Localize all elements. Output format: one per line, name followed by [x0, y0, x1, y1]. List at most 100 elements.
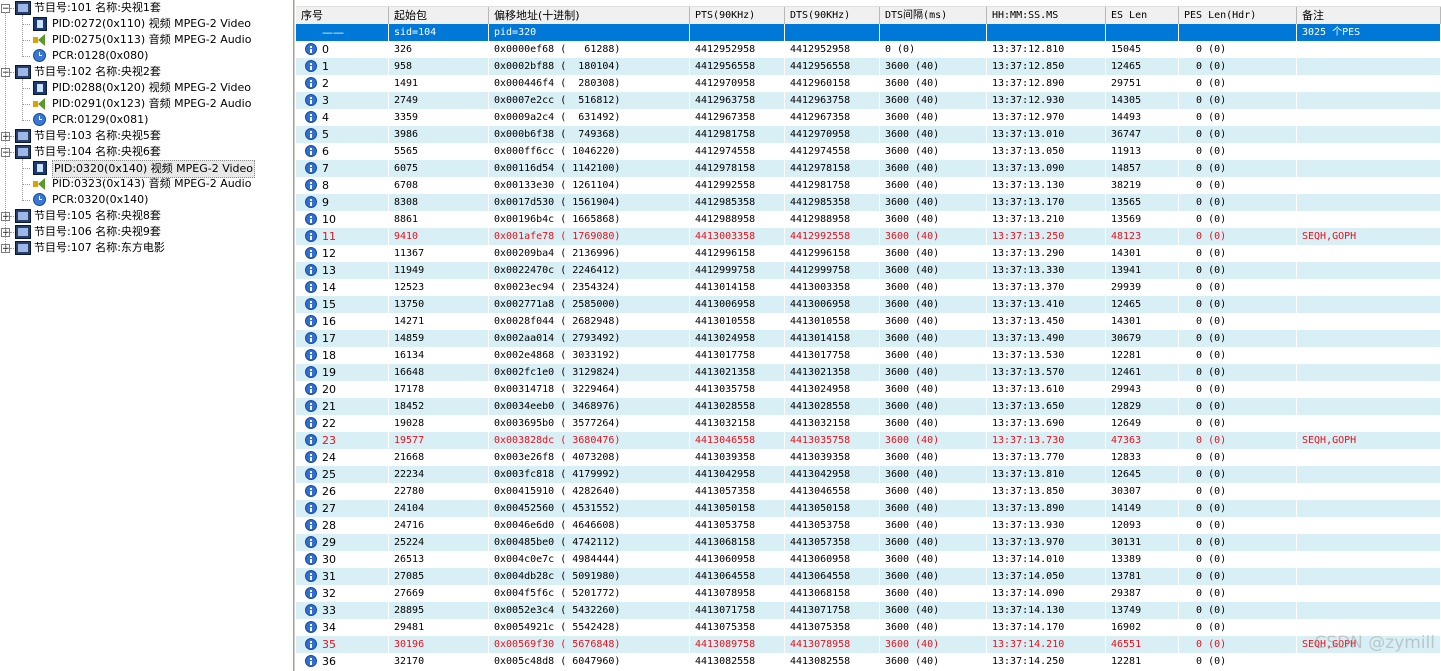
table-row[interactable]: 21 18452 0x0034eeb0 ( 3468976) 4413028558 44…: [296, 398, 1441, 415]
column-header-3[interactable]: PTS(90KHz): [690, 7, 785, 24]
table-row[interactable]: 32 27669 0x004f5f6c ( 5201772) 4413078958 44…: [296, 585, 1441, 602]
info-icon: [305, 196, 317, 208]
table-row[interactable]: 36 32170 0x005c48d8 ( 6047960) 4413082558 44…: [296, 653, 1441, 670]
cell-4: 4413078958: [785, 636, 880, 653]
table-row[interactable]: 15 13750 0x002771a8 ( 2585000) 4413006958 44…: [296, 296, 1441, 313]
cell-3: 4412988958: [690, 211, 785, 228]
table-row[interactable]: 30 26513 0x004c0e7c ( 4984444) 4413060958 44…: [296, 551, 1441, 568]
table-row[interactable]: 26 22780 0x00415910 ( 4282640) 4413057358 44…: [296, 483, 1441, 500]
table-row[interactable]: 31 27085 0x004db28c ( 5091980) 4413064558 44…: [296, 568, 1441, 585]
cell-6: 13:37:13.490: [987, 330, 1106, 347]
watermark: CSDN @zymill: [1314, 633, 1435, 653]
cell-7: 14493: [1106, 109, 1179, 126]
column-header-7[interactable]: ES Len: [1106, 7, 1179, 24]
table-row[interactable]: 16 14271 0x0028f044 ( 2682948) 4413010558 44…: [296, 313, 1441, 330]
cell-6: 13:37:13.690: [987, 415, 1106, 432]
cell-1: 27085: [389, 568, 489, 585]
cell-6: 13:37:13.770: [987, 449, 1106, 466]
table-row[interactable]: 6 5565 0x000ff6cc ( 1046220) 4412974558 4412…: [296, 143, 1441, 160]
column-header-9[interactable]: 备注: [1297, 7, 1441, 24]
pane-splitter[interactable]: [293, 0, 295, 671]
table-row[interactable]: 18 16134 0x002e4868 ( 3033192) 4413017758 44…: [296, 347, 1441, 364]
cell-0: 26: [296, 483, 389, 500]
table-row[interactable]: 2 1491 0x000446f4 ( 280308) 4412970958 44129…: [296, 75, 1441, 92]
audio-stream-icon: [33, 33, 47, 47]
cell-3: 4412978158: [690, 160, 785, 177]
cell-8: 0 (0): [1179, 279, 1297, 296]
cell-8: 0 (0): [1179, 551, 1297, 568]
table-row[interactable]: 4 3359 0x0009a2c4 ( 631492) 4412967358 44129…: [296, 109, 1441, 126]
cell-6: 13:37:13.050: [987, 143, 1106, 160]
cell-8: 0 (0): [1179, 483, 1297, 500]
column-header-1[interactable]: 起始包: [389, 7, 489, 24]
info-icon: [305, 655, 317, 667]
cell-2: 0x00196b4c ( 1665868): [489, 211, 690, 228]
table-row[interactable]: 27 24104 0x00452560 ( 4531552) 4413050158 44…: [296, 500, 1441, 517]
table-row[interactable]: 0 326 0x0000ef68 ( 61288) 4412952958 4412952…: [296, 41, 1441, 58]
column-header-5[interactable]: DTS间隔(ms): [880, 7, 987, 24]
table-row[interactable]: 14 12523 0x0023ec94 ( 2354324) 4413014158 44…: [296, 279, 1441, 296]
cell-4: 4412999758: [785, 262, 880, 279]
cell-7: 48123: [1106, 228, 1179, 245]
cell-3: 4413068158: [690, 534, 785, 551]
cell-8: 0 (0): [1179, 177, 1297, 194]
cell-5: 3600 (40): [880, 228, 987, 245]
cell-8: 0 (0): [1179, 143, 1297, 160]
cell-2: 0x0028f044 ( 2682948): [489, 313, 690, 330]
table-row[interactable]: 20 17178 0x00314718 ( 3229464) 4413035758 44…: [296, 381, 1441, 398]
tree-node-label: 节目号:105 名称:央视8套: [34, 209, 161, 222]
table-row[interactable]: 8 6708 0x00133e30 ( 1261104) 4412992558 4412…: [296, 177, 1441, 194]
cell-2: 0x0009a2c4 ( 631492): [489, 109, 690, 126]
cell-0: 2: [296, 75, 389, 92]
table-row[interactable]: 1 958 0x0002bf88 ( 180104) 4412956558 441295…: [296, 58, 1441, 75]
cell-8: 0 (0): [1179, 636, 1297, 653]
table-row[interactable]: 12 11367 0x00209ba4 ( 2136996) 4412996158 44…: [296, 245, 1441, 262]
column-header-6[interactable]: HH:MM:SS.MS: [987, 7, 1106, 24]
sum-index: ——: [296, 24, 389, 41]
tree-connector: [10, 136, 14, 137]
summary-row[interactable]: —— sid=104 pid=320 3025 个PES: [296, 24, 1441, 41]
table-row[interactable]: 11 9410 0x001afe78 ( 1769080) 4413003358 441…: [296, 228, 1441, 245]
cell-3: 4413078958: [690, 585, 785, 602]
table-row[interactable]: 22 19028 0x003695b0 ( 3577264) 4413032158 44…: [296, 415, 1441, 432]
table-row[interactable]: 5 3986 0x000b6f38 ( 749368) 4412981758 44129…: [296, 126, 1441, 143]
table-row[interactable]: 19 16648 0x002fc1e0 ( 3129824) 4413021358 44…: [296, 364, 1441, 381]
table-row[interactable]: 17 14859 0x002aa014 ( 2793492) 4413024958 44…: [296, 330, 1441, 347]
cell-4: 4413082558: [785, 653, 880, 670]
table-row[interactable]: 7 6075 0x00116d54 ( 1142100) 4412978158 4412…: [296, 160, 1441, 177]
cell-2: 0x00485be0 ( 4742112): [489, 534, 690, 551]
table-row[interactable]: 9 8308 0x0017d530 ( 1561904) 4412985358 4412…: [296, 194, 1441, 211]
table-row[interactable]: 29 25224 0x00485be0 ( 4742112) 4413068158 44…: [296, 534, 1441, 551]
column-header-4[interactable]: DTS(90KHz): [785, 7, 880, 24]
cell-8: 0 (0): [1179, 58, 1297, 75]
table-row[interactable]: 34 29481 0x0054921c ( 5542428) 4413075358 44…: [296, 619, 1441, 636]
cell-8: 0 (0): [1179, 534, 1297, 551]
cell-7: 14301: [1106, 245, 1179, 262]
column-header-8[interactable]: PES Len(Hdr): [1179, 7, 1297, 24]
info-icon: [305, 298, 317, 310]
cell-5: 3600 (40): [880, 534, 987, 551]
info-icon: [305, 468, 317, 480]
cell-0: 14: [296, 279, 389, 296]
table-row[interactable]: 13 11949 0x0022470c ( 2246412) 4412999758 44…: [296, 262, 1441, 279]
table-row[interactable]: 24 21668 0x003e26f8 ( 4073208) 4413039358 44…: [296, 449, 1441, 466]
cell-8: 0 (0): [1179, 653, 1297, 670]
cell-3: 4412996158: [690, 245, 785, 262]
table-row[interactable]: 33 28895 0x0052e3c4 ( 5432260) 4413071758 44…: [296, 602, 1441, 619]
cell-3: 4412981758: [690, 126, 785, 143]
cell-6: 13:37:13.250: [987, 228, 1106, 245]
cell-7: 11913: [1106, 143, 1179, 160]
program-tree[interactable]: − 节目号:101 名称:央视1套 PID:0272(0x110) 视频 MPEG-…: [0, 0, 293, 671]
table-row[interactable]: 25 22234 0x003fc818 ( 4179992) 4413042958 44…: [296, 466, 1441, 483]
column-header-2[interactable]: 偏移地址(十进制): [489, 7, 690, 24]
info-icon: [305, 400, 317, 412]
table-row[interactable]: 3 2749 0x0007e2cc ( 516812) 4412963758 44129…: [296, 92, 1441, 109]
cell-3: 4413017758: [690, 347, 785, 364]
info-icon: [305, 502, 317, 514]
column-header-0[interactable]: 序号: [296, 7, 389, 24]
table-row[interactable]: 35 30196 0x00569f30 ( 5676848) 4413089758 44…: [296, 636, 1441, 653]
table-row[interactable]: 10 8861 0x00196b4c ( 1665868) 4412988958 441…: [296, 211, 1441, 228]
table-row[interactable]: 28 24716 0x0046e6d0 ( 4646608) 4413053758 44…: [296, 517, 1441, 534]
cell-7: 15045: [1106, 41, 1179, 58]
table-row[interactable]: 23 19577 0x003828dc ( 3680476) 4413046558 44…: [296, 432, 1441, 449]
